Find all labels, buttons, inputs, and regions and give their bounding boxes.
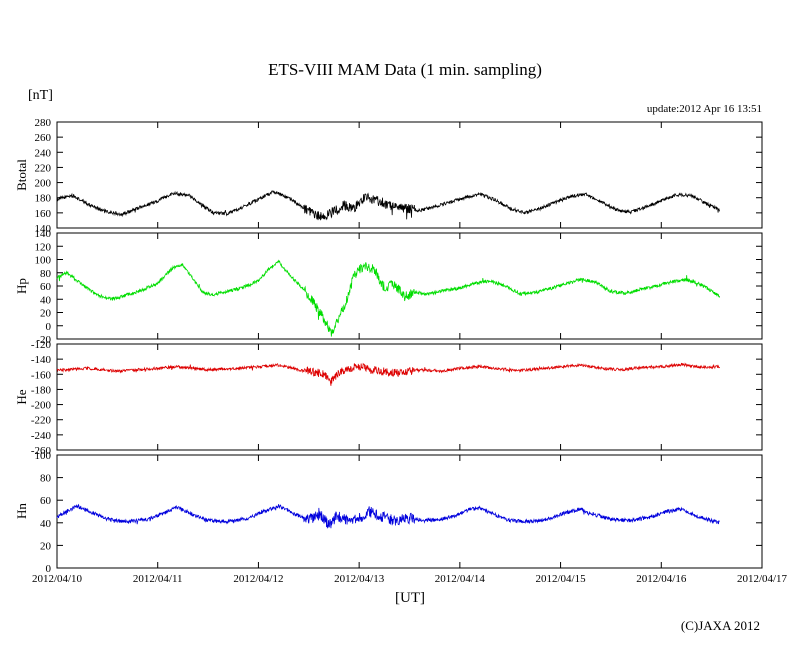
y-tick-label: 280 xyxy=(35,117,52,129)
y-tick-label: -120 xyxy=(31,339,52,351)
panel-border xyxy=(56,121,763,229)
y-tick-label: 20 xyxy=(40,308,52,320)
y-tick-label: -220 xyxy=(31,415,52,427)
y-tick-label: 140 xyxy=(35,223,52,235)
y-tick-label: -240 xyxy=(31,430,52,442)
y-tick-label: 140 xyxy=(35,228,52,240)
x-tick-label: 2012/04/14 xyxy=(435,573,486,585)
y-tick-label: 80 xyxy=(40,268,52,280)
y-tick-label: -160 xyxy=(31,369,52,381)
y-tick-label: 100 xyxy=(35,450,52,462)
y-tick-label: 160 xyxy=(35,208,52,220)
y-unit-label: [nT] xyxy=(28,88,53,103)
y-tick-label: -260 xyxy=(31,445,52,457)
x-tick-label: 2012/04/15 xyxy=(536,573,587,585)
y-tick-label: -140 xyxy=(31,354,52,366)
y-tick-label: 120 xyxy=(35,241,52,253)
x-tick-label: 2012/04/12 xyxy=(233,573,283,585)
y-tick-label: 40 xyxy=(40,294,52,306)
y-tick-label: 200 xyxy=(35,178,52,190)
y-tick-label: 60 xyxy=(40,281,52,293)
y-tick-label: 180 xyxy=(35,193,52,205)
series-Btotal xyxy=(56,190,721,221)
y-tick-label: 260 xyxy=(35,132,52,144)
panel-border xyxy=(56,454,763,569)
y-tick-label: 20 xyxy=(40,540,52,552)
y-tick-label: 220 xyxy=(35,162,52,174)
x-axis-title: [UT] xyxy=(395,590,425,606)
y-tick-label: 40 xyxy=(40,518,52,530)
series-Hp xyxy=(56,259,721,337)
y-tick-label: 60 xyxy=(40,495,52,507)
y-tick-label: 0 xyxy=(46,321,52,333)
x-tick-label: 2012/04/13 xyxy=(334,573,385,585)
y-tick-label: 80 xyxy=(40,473,52,485)
series-He xyxy=(56,362,721,386)
x-tick-label: 2012/04/11 xyxy=(133,573,183,585)
page-title: ETS-VIII MAM Data (1 min. sampling) xyxy=(268,60,542,79)
y-tick-label: 100 xyxy=(35,255,52,267)
x-tick-label: 2012/04/10 xyxy=(32,573,83,585)
y-tick-label: -200 xyxy=(31,400,52,412)
update-timestamp: update:2012 Apr 16 13:51 xyxy=(646,103,762,115)
x-tick-label: 2012/04/16 xyxy=(636,573,687,585)
y-tick-label: 0 xyxy=(46,563,52,575)
y-tick-label: -20 xyxy=(36,334,51,346)
y-tick-label: -180 xyxy=(31,384,52,396)
series-Hn xyxy=(56,503,720,529)
copyright-text: (C)JAXA 2012 xyxy=(680,618,760,633)
panel-border xyxy=(56,343,763,451)
x-tick-label: 2012/04/17 xyxy=(737,573,788,585)
y-tick-label: 240 xyxy=(35,147,52,159)
